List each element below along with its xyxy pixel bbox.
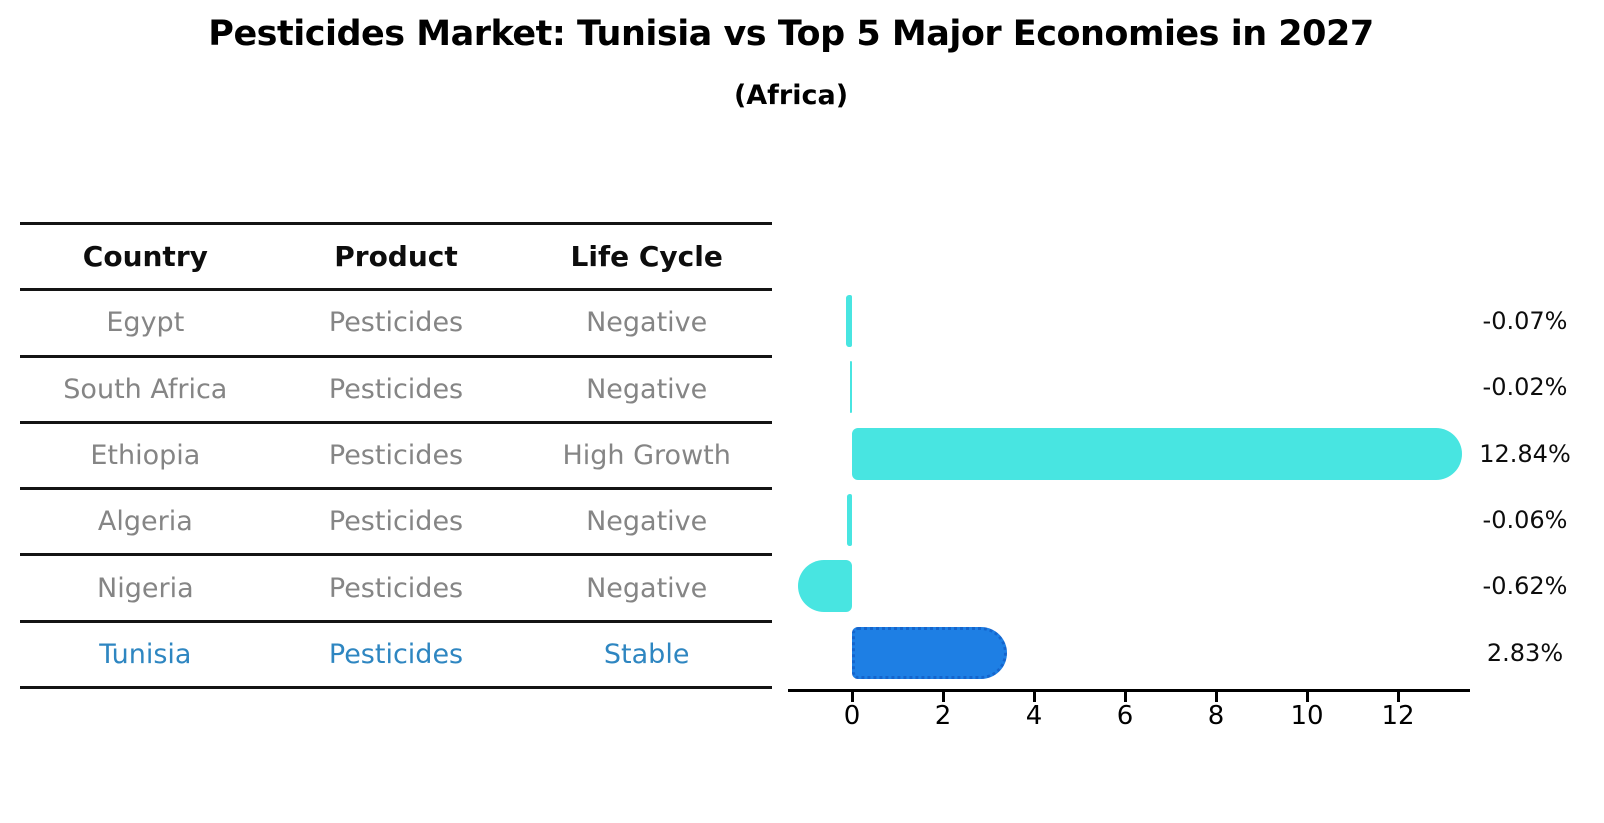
table-header-product: Product xyxy=(334,240,458,274)
table-row-ethiopia: Ethiopia Pesticides High Growth xyxy=(20,424,772,491)
table-cell-life-cycle: Stable xyxy=(603,638,690,670)
bar-south-africa xyxy=(850,361,852,414)
table-cell-country: Ethiopia xyxy=(90,440,201,472)
table-cell-product: Pesticides xyxy=(328,307,464,339)
x-tick-mark-8 xyxy=(1214,692,1218,702)
table-row-nigeria: Nigeria Pesticides Negative xyxy=(20,556,772,623)
table-row-tunisia: Tunisia Pesticides Stable xyxy=(20,623,772,690)
value-label-nigeria: -0.62% xyxy=(1482,572,1568,601)
x-tick-label-0: 0 xyxy=(843,701,861,731)
table-body: Egypt Pesticides Negative South Africa Pesti… xyxy=(20,291,772,690)
value-label-egypt: -0.07% xyxy=(1482,307,1568,335)
page-subtitle: (Africa) xyxy=(733,80,849,111)
table-header-life-cycle: Life Cycle xyxy=(570,240,723,274)
x-tick-mark-6 xyxy=(1123,692,1127,702)
table-cell-life-cycle: Negative xyxy=(586,572,708,604)
table-cell-life-cycle: Negative xyxy=(586,373,708,405)
table-cell-life-cycle: Negative xyxy=(586,307,708,339)
value-label-tunisia: 2.83% xyxy=(1486,638,1564,667)
bar-chart-plot-area xyxy=(788,292,1470,692)
table-cell-life-cycle: High Growth xyxy=(562,440,731,472)
x-tick-label-4: 4 xyxy=(1025,701,1043,731)
x-tick-mark-0 xyxy=(850,692,854,702)
x-tick-label-12: 12 xyxy=(1381,701,1415,731)
table-cell-country: Algeria xyxy=(97,506,193,538)
x-tick-mark-10 xyxy=(1305,692,1309,702)
bar-tunisia xyxy=(852,626,1007,679)
x-tick-mark-2 xyxy=(941,692,945,702)
table-cell-product: Pesticides xyxy=(328,440,464,472)
table-header-country: Country xyxy=(82,240,208,274)
table-cell-country: Tunisia xyxy=(99,638,192,670)
x-tick-mark-12 xyxy=(1396,692,1400,702)
value-label-algeria: -0.06% xyxy=(1482,505,1568,534)
table-cell-country: South Africa xyxy=(63,373,228,405)
value-label-ethiopia: 12.84% xyxy=(1479,439,1571,468)
bar-algeria xyxy=(846,493,852,546)
bar-ethiopia xyxy=(852,427,1463,480)
table-row-egypt: Egypt Pesticides Negative xyxy=(20,291,772,358)
x-tick-label-6: 6 xyxy=(1116,701,1134,731)
x-tick-label-2: 2 xyxy=(934,701,952,731)
table-cell-product: Pesticides xyxy=(328,572,464,604)
x-tick-mark-4 xyxy=(1032,692,1036,702)
table-cell-product: Pesticides xyxy=(328,506,464,538)
x-tick-label-8: 8 xyxy=(1207,701,1225,731)
bar-nigeria xyxy=(797,560,852,613)
table-row-algeria: Algeria Pesticides Negative xyxy=(20,490,772,557)
table-cell-country: Nigeria xyxy=(97,572,194,604)
page-title: Pesticides Market: Tunisia vs Top 5 Majo… xyxy=(208,14,1374,54)
value-label-south-africa: -0.02% xyxy=(1482,373,1568,402)
comparison-table: Country Product Life Cycle Egypt Pesticid… xyxy=(20,222,772,690)
table-cell-product: Pesticides xyxy=(328,373,464,405)
table-row-south-africa: South Africa Pesticides Negative xyxy=(20,358,772,424)
table-header-row: Country Product Life Cycle xyxy=(20,225,772,292)
table-cell-product: Pesticides xyxy=(328,638,464,670)
table-cell-life-cycle: Negative xyxy=(586,506,708,538)
table-cell-country: Egypt xyxy=(106,307,185,339)
x-tick-label-10: 10 xyxy=(1290,701,1324,731)
bar-egypt xyxy=(845,295,852,347)
